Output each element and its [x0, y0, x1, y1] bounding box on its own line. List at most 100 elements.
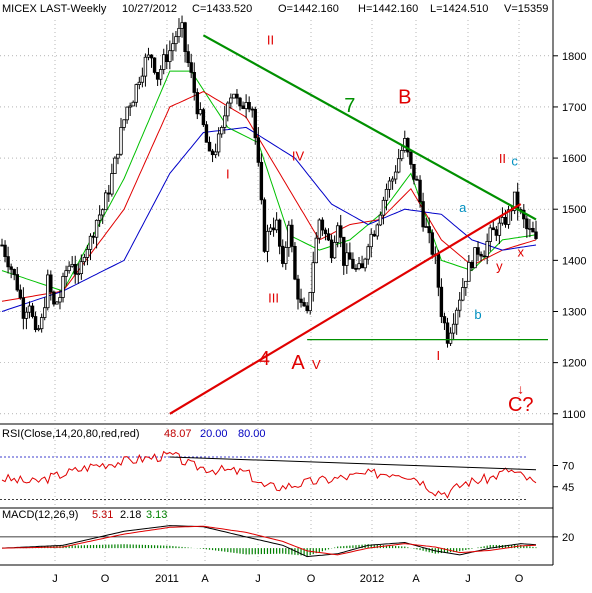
candle-body	[177, 27, 181, 38]
candle-body	[256, 137, 261, 163]
axis-layer: 1100 1200 1300 1400 1500 1600 1700 1800 J O 2011 A J…	[52, 51, 586, 585]
candle-body	[296, 278, 300, 300]
candle-body	[70, 263, 74, 267]
candle-body	[491, 227, 495, 231]
candle-body	[64, 270, 68, 277]
candle-body	[94, 219, 99, 238]
candle-body	[192, 72, 196, 93]
candle-body	[119, 127, 123, 155]
candle-body	[418, 179, 422, 202]
candle-body	[250, 108, 254, 111]
candle-body	[384, 188, 389, 201]
candle-body	[525, 218, 529, 230]
candle-body	[259, 161, 264, 201]
candle-body	[201, 109, 206, 126]
x-tick-label: O	[101, 573, 110, 585]
price-tick-label: 1200	[562, 358, 586, 370]
price-tick-label: 1400	[562, 255, 586, 267]
wave-label: I	[226, 167, 230, 182]
wave-label: II	[267, 33, 274, 48]
candle-body	[366, 246, 370, 260]
candle-body	[189, 62, 193, 73]
candle-body	[284, 247, 288, 264]
candle-body	[339, 225, 343, 238]
candle-body	[76, 273, 80, 276]
x-tick-label: J	[52, 573, 58, 585]
candle-body	[241, 105, 245, 110]
moving-average-line	[1, 91, 537, 302]
candle-body	[335, 225, 340, 243]
wave-label: III	[268, 290, 279, 305]
header-low: L=1424.510	[430, 3, 488, 15]
price-tick-label: 1100	[562, 409, 586, 421]
candle-body	[348, 252, 352, 260]
wave-label: 7	[344, 95, 355, 117]
rsi-label: RSI(Close,14,20,80,red,red)	[2, 428, 140, 440]
candle-body	[140, 75, 145, 83]
x-tick-label: O	[515, 573, 524, 585]
candle-body	[461, 287, 465, 301]
candle-body	[158, 69, 163, 80]
candle-body	[100, 209, 105, 216]
x-tick-label: A	[412, 573, 420, 585]
candle-body	[104, 192, 108, 211]
wave-label: b	[474, 307, 481, 322]
macd-value-1: 5.31	[92, 509, 113, 521]
candle-body	[162, 54, 166, 70]
candle-body	[122, 119, 126, 128]
x-tick-label: O	[307, 573, 316, 585]
candle-body	[528, 227, 532, 230]
price-tick-label: 1700	[562, 102, 586, 114]
candle-body	[503, 216, 508, 225]
candle-body	[143, 56, 148, 77]
candle-body	[220, 127, 224, 135]
wave-label: II	[499, 151, 506, 166]
rsi-trendline	[169, 456, 537, 471]
candle-body	[458, 299, 462, 311]
candle-body	[488, 227, 492, 242]
wave-label: V	[312, 357, 321, 372]
wave-label: ↓	[517, 381, 524, 396]
wave-label: y	[496, 259, 503, 274]
candle-body	[390, 178, 395, 182]
candle-body	[451, 323, 456, 334]
candle-body	[485, 241, 489, 257]
candle-body	[430, 232, 434, 255]
wave-label: IV	[292, 149, 305, 164]
rsi-tick-label: 70	[562, 461, 574, 473]
candle-body	[268, 227, 273, 232]
trendline	[169, 203, 522, 415]
candle-body	[125, 106, 129, 121]
wave-label: c	[511, 154, 518, 169]
candle-body	[351, 258, 355, 269]
candle-body	[320, 219, 325, 231]
rsi-high: 80.00	[238, 428, 266, 440]
candle-body	[403, 138, 407, 151]
candle-body	[226, 102, 230, 117]
candle-body	[387, 180, 392, 190]
header-high: H=1442.160	[358, 3, 418, 15]
candle-body	[137, 81, 142, 85]
candle-body	[165, 54, 169, 63]
candle-body	[128, 105, 132, 108]
candle-body	[400, 150, 404, 160]
candle-body	[357, 263, 361, 269]
candle-body	[277, 219, 282, 247]
candle-body	[363, 258, 367, 269]
candle-body	[439, 286, 444, 317]
candle-body	[265, 230, 270, 252]
candle-body	[302, 302, 306, 307]
candle-body	[33, 316, 38, 331]
price-tick-label: 1600	[562, 153, 586, 165]
candle-body	[445, 322, 450, 344]
candle-body	[174, 36, 178, 45]
candle-body	[299, 298, 303, 303]
candle-body	[500, 216, 505, 224]
x-tick-label: 2011	[155, 573, 179, 585]
header-close: C=1433.520	[192, 3, 252, 15]
candle-body	[3, 244, 7, 258]
